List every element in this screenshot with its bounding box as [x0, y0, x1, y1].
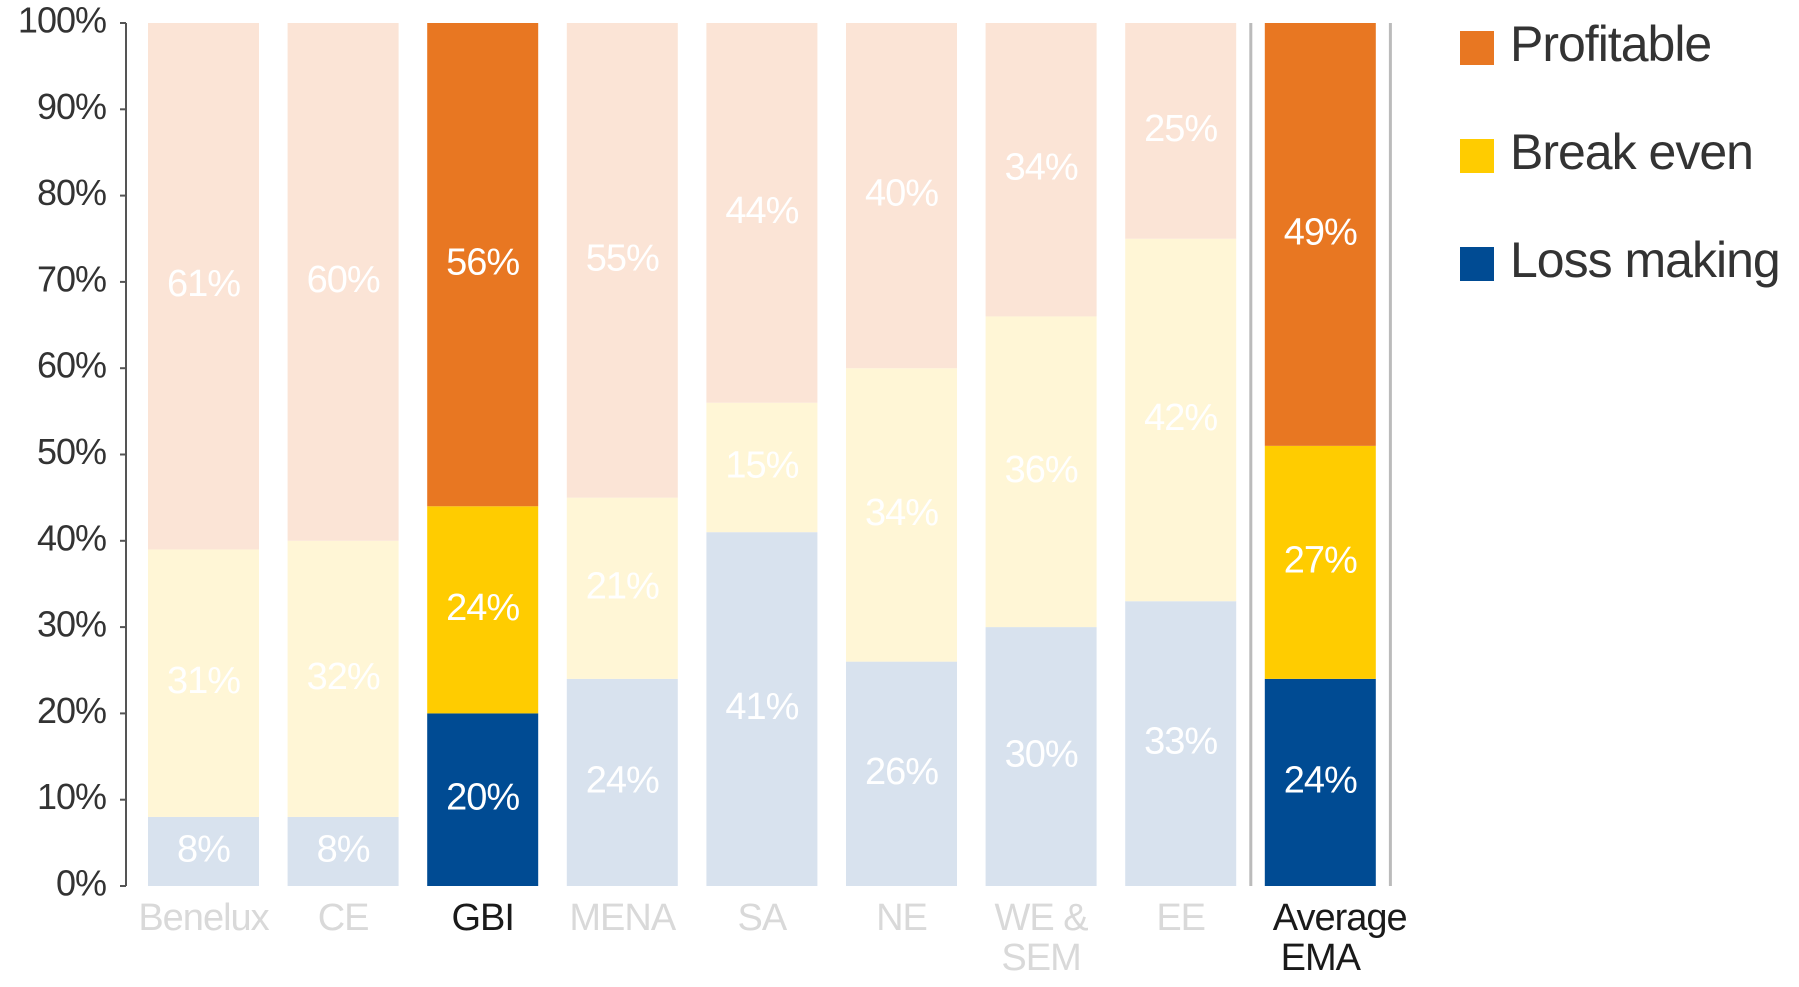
value-label: 61%	[167, 263, 240, 305]
value-label: 8%	[317, 829, 370, 871]
value-label: 40%	[865, 173, 938, 215]
legend-swatch	[1460, 247, 1494, 281]
bar-segment	[287, 816, 399, 886]
x-tick-label: MENA	[569, 897, 676, 939]
bar-segment	[1264, 445, 1376, 679]
value-label: 44%	[725, 190, 798, 232]
bar-segment	[846, 23, 957, 369]
x-tick-label: SA	[737, 897, 788, 939]
y-tick-label: 70%	[37, 258, 106, 299]
legend-label: Loss making	[1510, 232, 1780, 288]
bar-segment	[566, 497, 678, 679]
y-tick-label: 50%	[37, 431, 106, 472]
y-tick-label: 100%	[18, 0, 106, 41]
x-tick-label: NE	[876, 897, 928, 939]
value-label: 31%	[167, 660, 240, 702]
bar-segment	[427, 506, 539, 714]
value-label: 27%	[1284, 539, 1357, 581]
value-label: 21%	[586, 565, 659, 607]
bar-segment	[148, 816, 259, 886]
bar-segment	[148, 23, 259, 550]
legend-label: Break even	[1510, 124, 1753, 180]
bar-segment	[1264, 23, 1376, 446]
bar-segment	[427, 713, 539, 886]
x-tick-label: WE & SEM	[994, 897, 1089, 979]
y-tick-label: 10%	[37, 776, 106, 817]
value-label: 42%	[1144, 397, 1217, 439]
bar-segment	[148, 549, 259, 817]
value-label: 8%	[177, 829, 230, 871]
value-label: 55%	[586, 237, 659, 279]
value-label: 36%	[1005, 449, 1078, 491]
bar-segment	[1125, 601, 1237, 886]
bar-segment	[566, 678, 678, 886]
value-label: 24%	[586, 759, 659, 801]
value-label: 34%	[1005, 147, 1078, 189]
bar-segment	[706, 402, 818, 533]
value-label: 25%	[1144, 108, 1217, 150]
x-tick-label: GBI	[451, 897, 514, 939]
value-label: 60%	[307, 259, 380, 301]
bar-segment	[287, 23, 399, 541]
bar-segment	[985, 23, 1097, 317]
value-label: 32%	[307, 656, 380, 698]
bar-segment	[1125, 238, 1237, 602]
y-tick-label: 30%	[37, 604, 106, 645]
bar-segment	[1125, 23, 1237, 239]
value-label: 30%	[1005, 734, 1078, 776]
x-tick-label: CE	[317, 897, 370, 939]
bar-segment	[427, 23, 539, 507]
bar-segment	[287, 540, 399, 817]
y-tick-label: 90%	[37, 86, 106, 127]
value-label: 49%	[1284, 211, 1357, 253]
value-label: 56%	[446, 242, 519, 284]
value-label: 41%	[725, 686, 798, 728]
bar-segment	[1264, 678, 1376, 886]
legend-swatch	[1460, 31, 1494, 65]
value-label: 24%	[446, 587, 519, 629]
bar-segment	[846, 661, 957, 886]
y-tick-label: 40%	[37, 517, 106, 558]
y-tick-label: 60%	[37, 345, 106, 386]
y-tick-label: 80%	[37, 172, 106, 213]
y-tick-label: 0%	[56, 863, 106, 904]
bar-segment	[706, 23, 818, 403]
x-tick-label: Average EMA	[1272, 897, 1408, 979]
y-tick-label: 20%	[37, 690, 106, 731]
bar-segment	[985, 627, 1097, 886]
bar-segment	[706, 532, 818, 886]
bar-segment	[985, 316, 1097, 628]
legend-swatch	[1460, 139, 1494, 173]
value-label: 33%	[1144, 721, 1217, 763]
x-tick-label: Benelux	[138, 897, 269, 939]
legend-label: Profitable	[1510, 16, 1711, 72]
bar-segment	[846, 368, 957, 662]
x-tick-label: EE	[1156, 897, 1206, 939]
value-label: 26%	[865, 751, 938, 793]
value-label: 24%	[1284, 759, 1357, 801]
value-label: 34%	[865, 492, 938, 534]
value-label: 20%	[446, 777, 519, 819]
value-label: 15%	[725, 444, 798, 486]
bar-segment	[566, 23, 678, 498]
